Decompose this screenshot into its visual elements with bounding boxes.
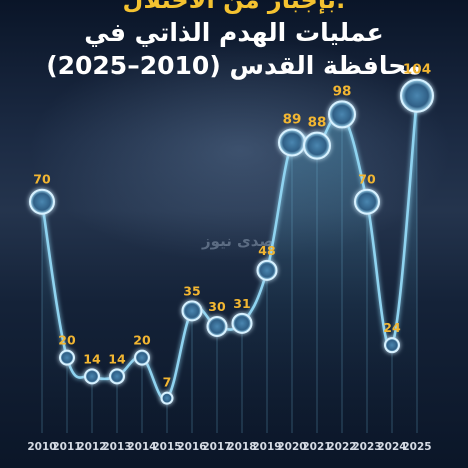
x-tick-label: 2021 [302, 441, 331, 453]
data-label: 14 [108, 351, 126, 366]
data-label: 89 [283, 111, 302, 127]
x-tick-label: 2020 [277, 441, 306, 453]
x-tick-label: 2011 [52, 441, 81, 453]
data-label: 24 [383, 320, 401, 335]
data-label: 70 [33, 172, 51, 187]
data-label: 30 [208, 299, 226, 314]
data-label: 31 [233, 296, 250, 311]
data-point-marker [303, 131, 331, 160]
data-label: 70 [358, 172, 376, 187]
data-point-marker [400, 78, 434, 113]
x-tick-label: 2013 [102, 441, 131, 453]
data-point-marker [29, 188, 55, 215]
data-point-marker [206, 315, 228, 337]
data-label: 20 [58, 333, 76, 348]
x-tick-label: 2016 [177, 441, 206, 453]
data-point-marker [134, 349, 150, 366]
data-label: 7 [163, 375, 172, 390]
data-label: 14 [83, 351, 101, 366]
data-point-marker [59, 349, 75, 366]
data-label: 88 [308, 115, 327, 131]
data-point-marker [84, 368, 100, 385]
data-point-marker [256, 259, 278, 281]
x-tick-label: 2017 [202, 441, 231, 453]
watermark: صدى نيوز [201, 232, 274, 250]
data-point-marker [328, 100, 356, 129]
x-tick-label: 2014 [127, 441, 156, 453]
data-label: 104 [403, 62, 431, 78]
data-label: 35 [183, 283, 200, 298]
data-point-marker [160, 391, 174, 405]
data-label: 48 [258, 243, 275, 258]
data-point-marker [384, 337, 400, 354]
x-tick-label: 2025 [402, 441, 431, 453]
data-point-marker [181, 300, 203, 322]
series-area [42, 95, 417, 433]
data-label: 98 [333, 83, 352, 99]
x-tick-label: 2022 [327, 441, 356, 453]
x-tick-label: 2024 [377, 441, 406, 453]
x-tick-label: 2012 [77, 441, 106, 453]
chart-title-line-2: محافظة القدس (2010–2025) [46, 51, 422, 80]
x-tick-label: 2019 [252, 441, 281, 453]
x-tick-label: 2023 [352, 441, 381, 453]
data-label: 20 [133, 333, 151, 348]
data-point-marker [231, 312, 253, 334]
title-top-line: بإجبار من الاحتلال: [122, 0, 346, 14]
chart-title-line-1: عمليات الهدم الذاتي في [84, 18, 384, 47]
x-tick-label: 2010 [27, 441, 56, 453]
data-point-marker [278, 128, 306, 157]
data-point-marker [354, 188, 380, 215]
x-tick-label: 2015 [152, 441, 181, 453]
x-tick-label: 2018 [227, 441, 256, 453]
data-point-marker [109, 368, 125, 385]
